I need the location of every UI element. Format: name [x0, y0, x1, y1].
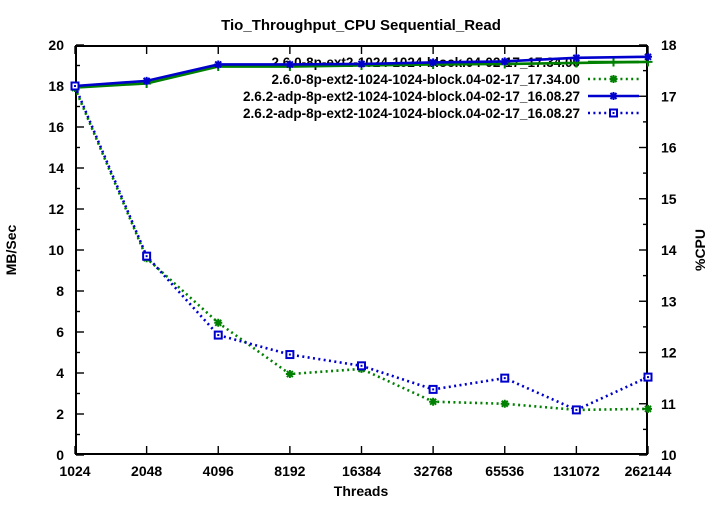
left-tick-label: 18 — [48, 78, 64, 94]
data-point-marker — [575, 408, 578, 411]
x-tick-label: 16384 — [342, 463, 381, 479]
right-tick-label: 17 — [661, 88, 677, 104]
right-tick-label: 16 — [661, 140, 677, 156]
left-tick-label: 20 — [48, 37, 64, 53]
data-point-marker — [74, 85, 76, 87]
x-tick-label: 4096 — [203, 463, 234, 479]
data-point-marker — [360, 364, 363, 367]
data-point-marker — [644, 52, 652, 61]
data-point-marker — [214, 318, 223, 327]
right-tick-label: 15 — [661, 191, 677, 207]
data-point-marker — [357, 59, 366, 68]
x-tick-label: 65536 — [485, 463, 524, 479]
legend-entry: 2.6.2-adp-8p-ext2-1024-1024-block.04-02-… — [243, 106, 639, 121]
x-tick-label: 32768 — [414, 463, 453, 479]
x-tick-label: 1024 — [59, 463, 90, 479]
left-tick-label: 16 — [48, 119, 64, 135]
data-point-marker — [429, 397, 438, 406]
legend-sample-marker — [609, 92, 618, 100]
right-tick-label: 14 — [661, 242, 677, 258]
left-tick-label: 14 — [48, 160, 64, 176]
x-tick-label: 262144 — [625, 463, 672, 479]
x-tick-label: 2048 — [131, 463, 162, 479]
left-tick-label: 6 — [56, 324, 64, 340]
right-tick-label: 12 — [661, 345, 677, 361]
left-tick-label: 4 — [56, 365, 64, 381]
legend-label: 2.6.2-adp-8p-ext2-1024-1024-block.04-02-… — [243, 106, 580, 121]
data-point-marker — [217, 334, 220, 337]
series-line — [73, 85, 649, 412]
data-point-marker — [214, 60, 223, 69]
legend-sample-marker — [612, 112, 615, 114]
x-axis-label: Threads — [334, 483, 389, 499]
data-point-marker — [500, 399, 509, 408]
data-point-marker — [285, 370, 294, 379]
legend-entry: 2.6.0-8p-ext2-1024-1024-block.04-02-17_1… — [272, 72, 639, 87]
y-axis-label-right: %CPU — [692, 229, 708, 271]
chart-title: Tio_Throughput_CPU Sequential_Read — [221, 17, 501, 34]
x-tick-label: 131072 — [553, 463, 600, 479]
left-tick-label: 8 — [56, 283, 64, 299]
right-tick-label: 18 — [661, 37, 677, 53]
x-tick-label: 8192 — [274, 463, 305, 479]
data-point-marker — [572, 53, 581, 62]
left-tick-label: 0 — [56, 447, 64, 463]
y-axis-label-left: MB/Sec — [3, 225, 19, 276]
left-tick-label: 12 — [48, 201, 64, 217]
data-point-marker — [500, 57, 509, 66]
plot-frame: 0 2 4 6 8 10 12 14 16 18 20 10 11 12 13 14 15 16 17 18 1024 2… — [48, 37, 676, 479]
data-point-marker — [142, 76, 151, 85]
left-tick-label: 10 — [48, 242, 64, 258]
series-line — [73, 87, 649, 412]
right-tick-label: 10 — [661, 447, 677, 463]
legend-entry: 2.6.2-adp-8p-ext2-1024-1024-block.04-02-… — [243, 89, 639, 104]
data-point-marker — [285, 60, 294, 69]
legend-label: 2.6.2-adp-8p-ext2-1024-1024-block.04-02-… — [243, 89, 580, 104]
data-series — [70, 52, 653, 415]
data-point-marker — [432, 388, 435, 391]
data-point-marker — [503, 377, 506, 380]
data-point-marker — [647, 376, 649, 379]
data-point-marker — [429, 58, 438, 67]
data-point-marker — [145, 255, 148, 258]
data-point-marker — [644, 404, 652, 413]
right-tick-label: 11 — [661, 396, 676, 412]
series-mbsec — [70, 81, 653, 415]
legend-label: 2.6.0-8p-ext2-1024-1024-block.04-02-17_1… — [272, 72, 580, 87]
right-tick-label: 13 — [661, 293, 677, 309]
legend-sample-marker — [609, 75, 618, 83]
left-tick-label: 2 — [56, 406, 64, 422]
data-point-marker — [288, 353, 291, 356]
